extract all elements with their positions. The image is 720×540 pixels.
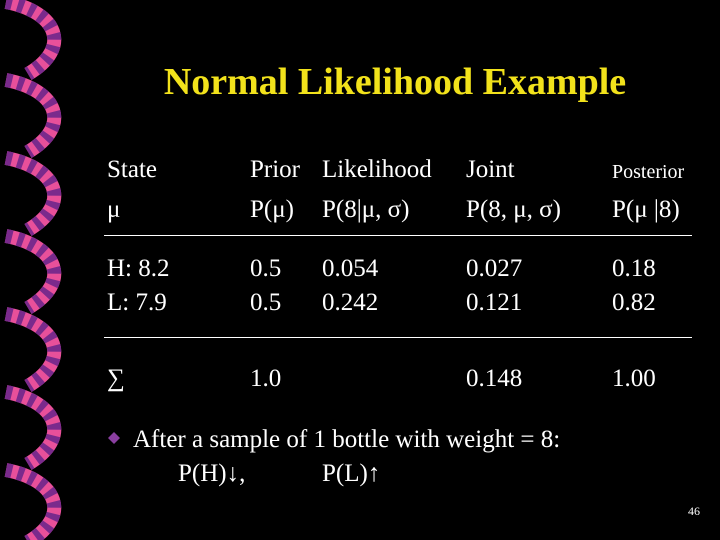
cell: 1.00 bbox=[612, 365, 656, 392]
sum-symbol: ∑ bbox=[107, 365, 125, 392]
cell: 0.82 bbox=[612, 289, 656, 316]
bullet bbox=[108, 432, 120, 444]
header-cell: P(μ) bbox=[250, 196, 294, 223]
title: Normal Likelihood Example bbox=[163, 61, 627, 103]
header-cell: P(8|μ, σ) bbox=[322, 196, 410, 223]
spiral-binding bbox=[0, 0, 90, 540]
cell: 0.054 bbox=[322, 255, 379, 282]
cell: 0.5 bbox=[250, 289, 282, 316]
header-cell: P(8, μ, σ) bbox=[466, 196, 561, 223]
cell: 0.242 bbox=[322, 289, 379, 316]
cell: 0.121 bbox=[466, 289, 523, 316]
header-cell: Prior bbox=[250, 156, 300, 183]
header-cell: μ bbox=[107, 196, 121, 223]
header-cell: Posterior bbox=[612, 161, 685, 183]
header-cell: P(μ |8) bbox=[612, 196, 680, 223]
rule bbox=[104, 337, 692, 338]
cell: H: 8.2 bbox=[107, 255, 170, 282]
rule bbox=[104, 235, 692, 236]
note: P(H)↓, bbox=[178, 460, 246, 487]
cell: L: 7.9 bbox=[107, 289, 167, 316]
cell: 0.027 bbox=[466, 255, 523, 282]
note: P(L)↑ bbox=[322, 460, 381, 487]
page-number: 46 bbox=[688, 504, 700, 518]
header-cell: State bbox=[107, 156, 157, 183]
cell: 0.148 bbox=[466, 365, 523, 392]
header-cell: Joint bbox=[466, 156, 515, 183]
cell: 0.5 bbox=[250, 255, 282, 282]
cell: 0.18 bbox=[612, 255, 656, 282]
bullet-text: After a sample of 1 bottle with weight =… bbox=[133, 426, 561, 453]
cell: 1.0 bbox=[250, 365, 282, 392]
header-cell: Likelihood bbox=[322, 156, 432, 183]
